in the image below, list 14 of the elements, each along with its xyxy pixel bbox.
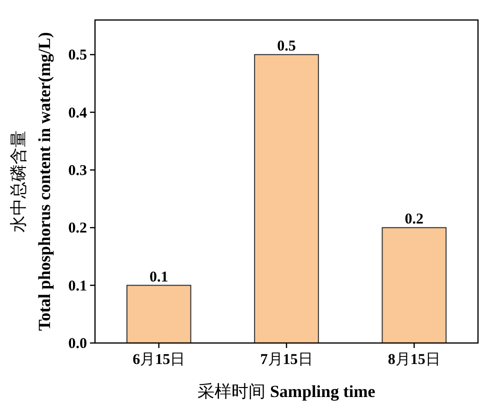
y-tick-label: 0.5 [68,48,87,64]
data-label: 0.1 [149,269,168,286]
y-axis-title: 水中总磷含量 Total phosphorus content in water(mg/L) [9,32,54,331]
y-tick-label: 0.2 [68,220,87,237]
y-tick-label: 0.0 [68,336,87,352]
y-tick-label: 0.1 [68,278,87,294]
y-tick-label: 0.4 [68,105,88,122]
x-axis-title: 采样时间 Sampling time [198,382,376,401]
data-label: 0.2 [404,212,424,228]
bar [126,284,192,344]
bar [382,227,447,344]
bar [254,54,319,344]
data-label: 0.5 [277,38,296,55]
y-tick-label: 0.3 [68,162,87,179]
